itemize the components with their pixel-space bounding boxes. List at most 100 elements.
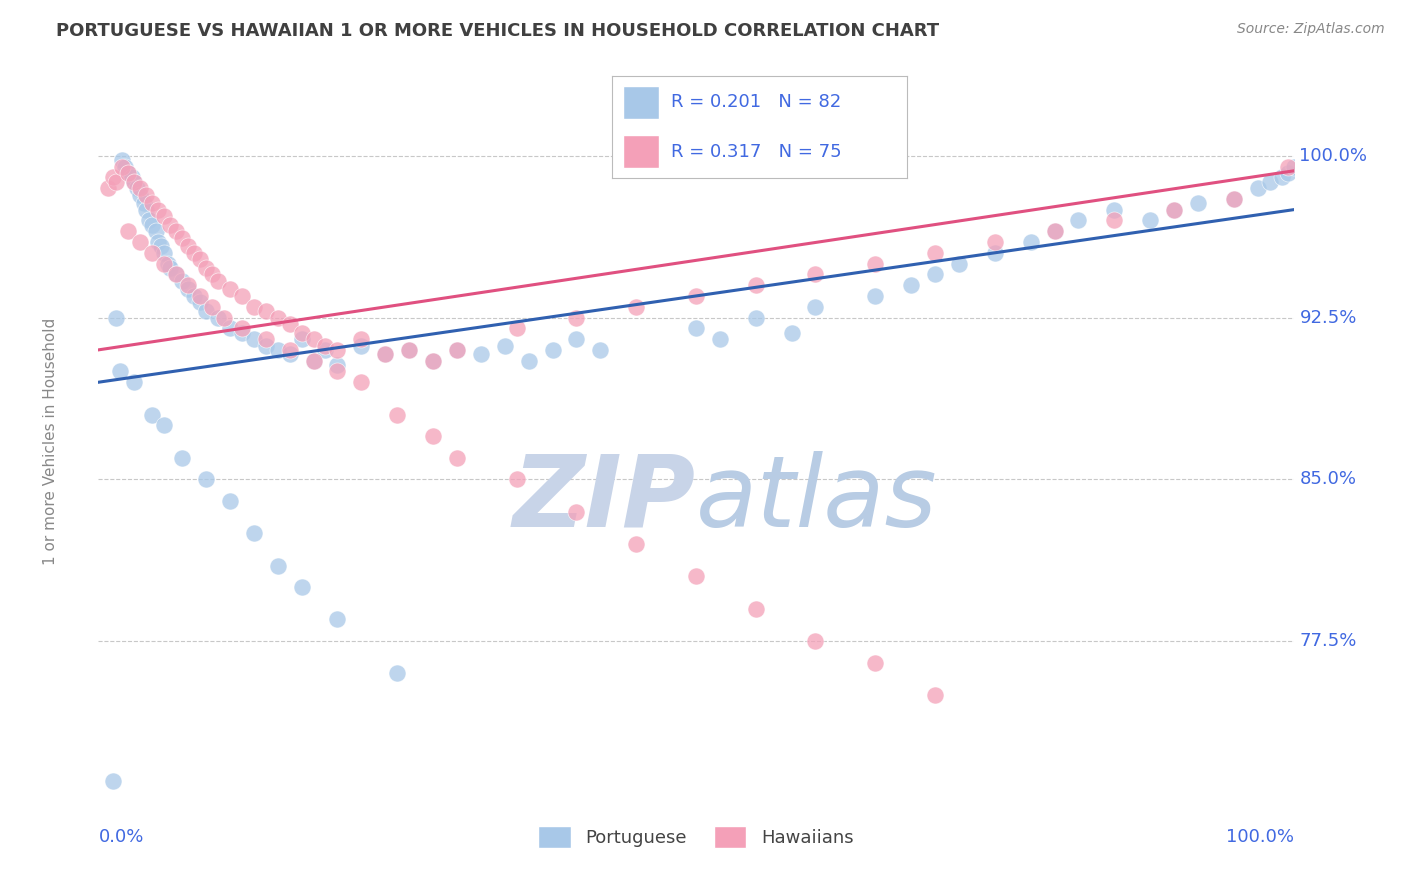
Point: [517, 353, 540, 368]
Point: [177, 278, 200, 293]
Point: [804, 268, 827, 282]
Point: [231, 289, 253, 303]
Point: [626, 300, 648, 314]
Point: [97, 181, 120, 195]
Point: [565, 505, 588, 519]
Point: [219, 283, 242, 297]
Point: [141, 245, 163, 260]
Point: [254, 304, 277, 318]
Point: [1223, 192, 1246, 206]
Point: [153, 257, 176, 271]
Legend: Portuguese, Hawaiians: Portuguese, Hawaiians: [531, 819, 860, 855]
Point: [446, 343, 468, 357]
Point: [446, 450, 468, 465]
Text: R = 0.317   N = 75: R = 0.317 N = 75: [671, 143, 841, 161]
Point: [422, 429, 444, 443]
Point: [626, 537, 648, 551]
Point: [129, 181, 152, 195]
Point: [1282, 160, 1305, 174]
Text: atlas: atlas: [696, 450, 938, 548]
Point: [121, 170, 143, 185]
Point: [267, 310, 290, 325]
FancyBboxPatch shape: [623, 136, 659, 168]
Point: [302, 353, 325, 368]
Point: [177, 283, 200, 297]
Point: [1139, 213, 1161, 227]
Point: [565, 310, 588, 325]
Text: 100.0%: 100.0%: [1299, 147, 1368, 165]
Point: [177, 239, 200, 253]
Point: [254, 338, 277, 352]
Point: [243, 526, 266, 541]
Point: [207, 274, 229, 288]
FancyBboxPatch shape: [623, 87, 659, 119]
Point: [422, 353, 444, 368]
Point: [207, 310, 229, 325]
Point: [183, 245, 205, 260]
Point: [1043, 224, 1066, 238]
Point: [865, 257, 887, 271]
Point: [111, 153, 134, 167]
Point: [153, 418, 176, 433]
Point: [326, 364, 349, 378]
Point: [101, 774, 124, 789]
Point: [219, 493, 242, 508]
Point: [385, 408, 409, 422]
Point: [278, 343, 301, 357]
Point: [865, 656, 887, 670]
Point: [398, 343, 420, 357]
Point: [804, 300, 827, 314]
Point: [1163, 202, 1185, 217]
Point: [924, 245, 946, 260]
Point: [385, 666, 409, 681]
Point: [745, 278, 768, 293]
Point: [231, 326, 253, 340]
Point: [350, 376, 373, 390]
Point: [129, 187, 152, 202]
Point: [1277, 166, 1299, 180]
Point: [183, 289, 205, 303]
Point: [398, 343, 420, 357]
Point: [149, 239, 172, 253]
Text: 92.5%: 92.5%: [1299, 309, 1357, 326]
Point: [291, 332, 314, 346]
Point: [254, 332, 277, 346]
Point: [243, 332, 266, 346]
Point: [138, 213, 160, 227]
Point: [201, 300, 224, 314]
Point: [326, 612, 349, 626]
Point: [326, 358, 349, 372]
Point: [165, 224, 187, 238]
Point: [924, 268, 946, 282]
Point: [422, 353, 444, 368]
Point: [709, 332, 731, 346]
Point: [172, 274, 194, 288]
Point: [117, 166, 139, 180]
Point: [900, 278, 922, 293]
Point: [745, 601, 768, 615]
Text: Source: ZipAtlas.com: Source: ZipAtlas.com: [1237, 22, 1385, 37]
Text: 100.0%: 100.0%: [1226, 828, 1294, 847]
Text: 1 or more Vehicles in Household: 1 or more Vehicles in Household: [44, 318, 58, 566]
Point: [506, 472, 529, 486]
Point: [1271, 170, 1294, 185]
Point: [1104, 213, 1126, 227]
Point: [374, 347, 396, 361]
Point: [350, 338, 373, 352]
Point: [111, 160, 134, 174]
Point: [114, 160, 136, 174]
Point: [1043, 224, 1066, 238]
Point: [117, 166, 139, 180]
Point: [188, 252, 211, 267]
Point: [685, 289, 707, 303]
Point: [153, 245, 176, 260]
Point: [804, 634, 827, 648]
Point: [1104, 202, 1126, 217]
Point: [1258, 175, 1281, 189]
Point: [470, 347, 492, 361]
Point: [315, 338, 337, 352]
Point: [153, 209, 176, 223]
Point: [231, 321, 253, 335]
Text: 77.5%: 77.5%: [1299, 632, 1357, 650]
Point: [188, 295, 211, 310]
